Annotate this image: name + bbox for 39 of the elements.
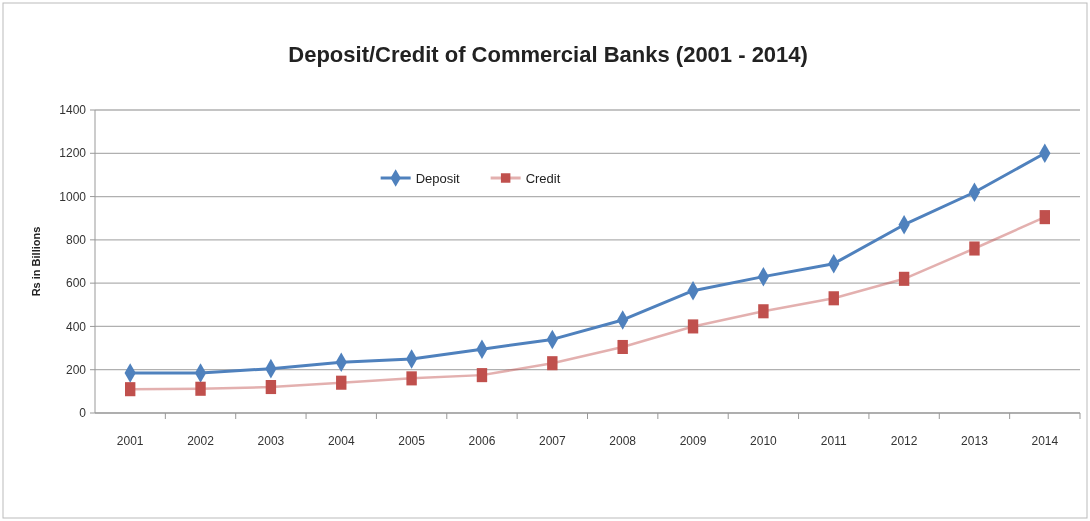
x-tick-label: 2011: [820, 434, 847, 448]
point: [265, 379, 277, 395]
y-tick-label: 800: [65, 233, 87, 248]
y-tick-label: 200: [65, 362, 87, 377]
y-tick-label: 1000: [59, 189, 87, 204]
legend-label: Credit: [525, 170, 561, 186]
point: [336, 375, 347, 390]
point: [969, 241, 980, 256]
x-tick-label: 2007: [538, 434, 566, 448]
x-tick-label: 2003: [257, 434, 285, 448]
x-tick-label: 2014: [1031, 434, 1059, 448]
point: [1039, 210, 1051, 225]
x-tick-label: 2001: [116, 434, 144, 448]
point: [547, 356, 558, 371]
x-tick-label: 2013: [961, 434, 989, 448]
x-tick-label: 2010: [750, 434, 778, 448]
point: [898, 271, 910, 286]
point: [687, 319, 699, 334]
x-tick-label: 2002: [187, 434, 215, 448]
x-tick-label: 2005: [398, 434, 426, 448]
x-tick-label: 2004: [327, 434, 355, 448]
y-tick-label: 400: [65, 319, 87, 334]
point: [406, 371, 417, 386]
point: [476, 368, 488, 383]
y-tick-label: 600: [65, 276, 87, 291]
y-axis-title: Rs in Billions: [30, 226, 42, 297]
chart-title: Deposit/Credit of Commercial Banks (2001 - 2014): [288, 42, 808, 67]
x-tick-label: 2009: [679, 434, 707, 448]
y-tick-label: 1200: [59, 146, 87, 161]
x-tick-label: 2008: [609, 434, 637, 448]
y-tick-label: 0: [79, 406, 87, 421]
x-tick-label: 2012: [890, 434, 918, 448]
point: [758, 304, 769, 319]
y-tick-label: 1400: [59, 103, 87, 118]
legend-label: Deposit: [415, 170, 461, 186]
point: [195, 381, 206, 396]
point: [828, 291, 839, 306]
x-tick-label: 2006: [468, 434, 496, 448]
point: [124, 382, 136, 397]
